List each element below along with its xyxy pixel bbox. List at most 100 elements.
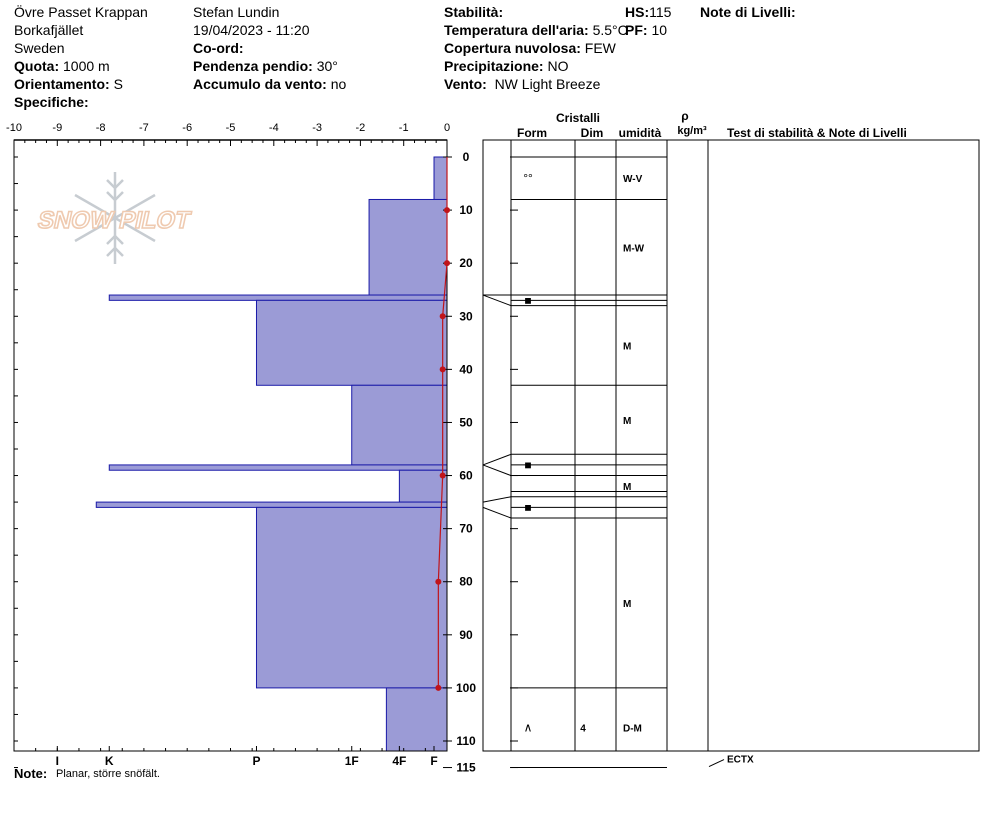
snowflake-icon [74,172,156,264]
hardness-bar-2 [108,294,448,301]
specifics: Specifiche: [14,94,89,110]
header-wetness: umidità [619,126,662,140]
layer-connector-2 [482,453,512,466]
layer-grain-size-9: 4 [580,724,586,735]
header-density-unit: kg/m³ [677,125,707,137]
temp-tick-label-4: -6 [182,122,192,134]
hardness-bar-0 [433,156,448,200]
temperature-point-2 [439,313,446,320]
layer-wetness-3: M [623,341,631,352]
observer: Stefan Lundin [193,4,280,20]
layer-grain-form-9: ∧ [524,721,533,735]
temperature-point-4 [439,472,446,479]
coordinates-label: Co-ord: [193,40,244,56]
snowpilot-watermark: SNOW PILOT [35,172,194,264]
layer-notes-title: Note di Livelli: [700,4,796,20]
hardness-bar-7 [95,501,448,508]
hardness-label-2: P [252,754,260,768]
depth-label-6: 60 [459,469,473,483]
specifics-label: Specifiche: [14,94,89,110]
elevation-value: 1000 m [63,58,110,74]
wind-value: NW Light Breeze [494,76,601,92]
wind-load-label: Accumulo da vento: [193,76,327,92]
slope-label: Pendenza pendio: [193,58,313,74]
precip-label: Precipitazione: [444,58,544,74]
layer-connector-3 [482,464,512,477]
datetime: 19/04/2023 - 11:20 [193,22,310,38]
depth-label-8: 80 [459,575,473,589]
hardness-bar-1 [368,198,448,296]
hs-value: 115 [649,4,672,20]
precipitation: Precipitazione: NO [444,58,568,74]
temp-tick-label-3: -7 [139,122,149,134]
temperature-point-5 [435,578,442,585]
layer-grain-form-2: ■ [524,293,531,307]
location: Övre Passet Krappan [14,4,148,20]
temp-tick-label-8: -2 [356,122,366,134]
depth-label-10: 100 [456,681,476,695]
hardness-label-1: K [105,754,114,768]
aspect: Orientamento: S [14,76,123,92]
stability-test-label-0: ECTX [727,755,754,766]
temp-tick-label-7: -3 [312,122,322,134]
aspect-label: Orientamento: [14,76,110,92]
layer-table-frame [482,139,980,752]
layer-table: °° W-V M-W ■ M M ■ M ■ M ∧ 4 D-M [482,139,980,769]
pf-value: 10 [651,22,668,38]
precip-value: NO [547,58,569,74]
layer-connector-4 [482,496,512,503]
temp-tick-label-10: 0 [444,122,450,134]
temp-tick-label-2: -8 [96,122,106,134]
temperature-point-0 [444,207,450,214]
hardness-bar-3 [255,299,448,386]
aspect-value: S [113,76,123,92]
wind-load-value: no [330,76,347,92]
depth-label-7: 70 [459,522,473,536]
depth-label-0: 0 [463,150,470,164]
layer-wetness-6: M [623,482,631,493]
header-form: Form [517,126,547,140]
depth-label-3: 30 [459,309,473,323]
temperature-point-3 [439,366,446,373]
hardness-bar-9 [385,687,448,752]
wind: Vento: NW Light Breeze [444,76,600,92]
layer-wetness-4: M [623,416,631,427]
penetration: PF: 10 [625,22,667,38]
snow-height: HS:115 [625,4,671,20]
temperature-point-1 [444,260,450,267]
air-temp-label: Temperatura dell'aria: [444,22,589,38]
pf-label: PF: [625,22,648,38]
header-stability-notes: Test di stabilità & Note di Livelli [727,126,907,140]
depth-label-11: 110 [456,734,476,748]
layer-wetness-1: M-W [623,243,645,254]
hardness-label-4: 4F [392,754,406,768]
header-dim: Dim [581,126,604,140]
layer-grain-form-5: ■ [524,458,531,472]
cloud-label: Copertura nuvolosa: [444,40,581,56]
stability: Stabilità: [444,4,503,20]
stability-test-pointer-0 [708,759,725,767]
wind-loading: Accumulo da vento: no [193,76,346,92]
temp-tick-label-1: -9 [52,122,62,134]
hs-label: HS: [625,4,650,20]
layer-wetness-9: D-M [623,724,642,735]
hardness-label-3: 1F [345,754,359,768]
layer-connector-5 [482,506,512,519]
hardness-bar-4 [351,384,448,466]
layer-wetness-0: W-V [623,174,643,185]
hardness-bar-5 [108,464,448,471]
coordinates: Co-ord: [193,40,244,56]
temp-tick-label-0: -10 [6,122,22,134]
depth-label-9: 90 [459,628,473,642]
stability-label: Stabilità: [444,4,504,20]
depth-label-4: 40 [459,362,473,376]
layer-wetness-8: M [623,599,631,610]
layer-notes-label: Note di Livelli: [700,4,796,20]
note-text: Planar, större snöfält. [56,768,160,780]
wind-label: Vento: [444,76,487,92]
temperature-profile [435,157,450,691]
header-density-symbol: ρ [681,109,688,123]
hardness-label-5: F [430,754,437,768]
country: Sweden [14,40,65,56]
